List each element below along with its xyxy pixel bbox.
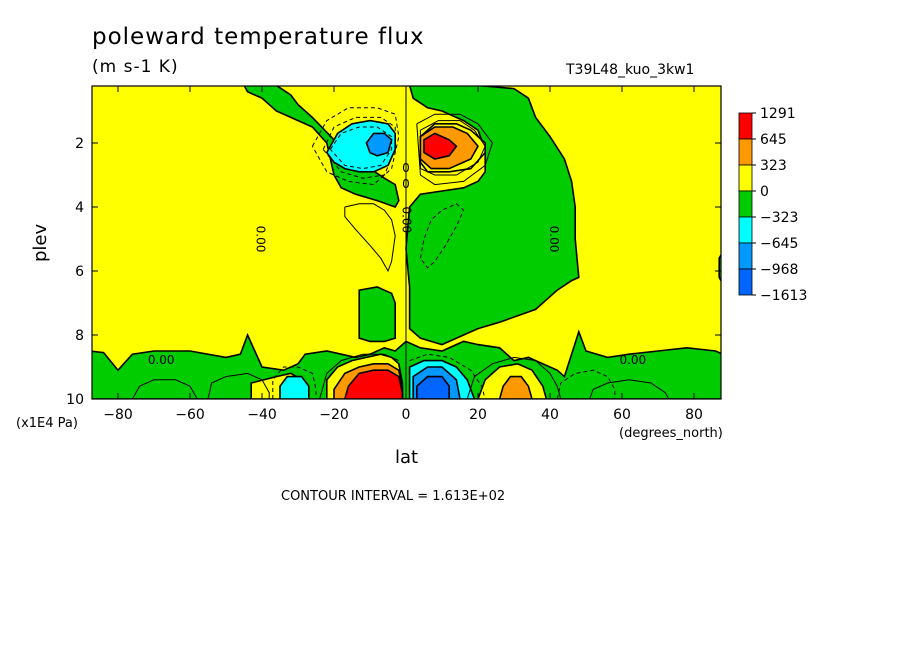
- y-axis-units: (x1E4 Pa): [16, 416, 78, 431]
- legend-label: 0: [760, 184, 769, 200]
- contour-label: 0.00: [148, 353, 175, 367]
- contour-line: [419, 120, 486, 176]
- legend-swatch: [738, 242, 753, 270]
- contour-region-green: [358, 286, 397, 343]
- contour-line: [466, 356, 562, 399]
- contour-label: 0.00: [254, 226, 268, 253]
- contour-line: [556, 369, 616, 399]
- contour-line: [322, 116, 396, 179]
- x-axis-units: (degrees_north): [619, 426, 723, 441]
- contour-line: [409, 353, 486, 399]
- contour-line: [272, 366, 317, 399]
- y-tick-label: 4: [75, 200, 84, 216]
- y-tick-label: 6: [75, 264, 84, 280]
- contour-label: 0.00: [619, 353, 646, 367]
- legend-label: 1291: [760, 106, 796, 122]
- contour-region-cyan: [279, 375, 310, 399]
- legend-label: −645: [760, 236, 798, 252]
- contour-region-red: [423, 132, 458, 160]
- contour-label: 0: [402, 177, 410, 191]
- x-tick-label: 60: [613, 407, 631, 423]
- contour-region-orange: [498, 375, 533, 399]
- chart-units: (m s-1 K): [92, 57, 179, 77]
- y-tick-label: 2: [75, 136, 84, 152]
- legend-swatch: [738, 138, 753, 166]
- run-id: T39L48_kuo_3kw1: [566, 62, 695, 78]
- legend-label: −1613: [760, 288, 807, 304]
- x-tick-label: −40: [247, 407, 277, 423]
- legend-swatch: [738, 164, 753, 192]
- contour-line: [207, 372, 270, 399]
- legend-swatch: [738, 112, 753, 140]
- contour-line: [416, 113, 493, 186]
- legend-label: 645: [760, 132, 787, 148]
- legend-swatch: [738, 268, 753, 296]
- x-tick-label: −60: [175, 407, 205, 423]
- legend-swatch: [738, 216, 753, 244]
- x-axis-label: lat: [395, 447, 419, 468]
- x-tick-label: 20: [469, 407, 487, 423]
- contour-region-blue: [415, 375, 451, 399]
- contour-label: 0: [402, 161, 410, 175]
- contour-region-mid_blue: [365, 132, 393, 157]
- x-tick-label: 80: [685, 407, 703, 423]
- contour-line: [589, 379, 670, 399]
- contour-region-red: [343, 369, 404, 399]
- legend-label: −968: [760, 262, 798, 278]
- legend-label: 323: [760, 158, 787, 174]
- x-tick-label: 0: [402, 407, 411, 423]
- contour-line: [319, 353, 400, 399]
- x-tick-label: 40: [541, 407, 559, 423]
- x-tick-label: −20: [319, 407, 349, 423]
- legend-swatch: [738, 190, 753, 218]
- contour-interval: CONTOUR INTERVAL = 1.613E+02: [281, 489, 506, 504]
- contour-region-green: [243, 86, 400, 208]
- chart-title: poleward temperature flux: [92, 24, 425, 50]
- contour-label: 0.00: [547, 226, 561, 253]
- contour-region-green: [75, 79, 89, 399]
- contour-line: [419, 203, 465, 269]
- y-tick-label: 8: [75, 328, 84, 344]
- contour-line: [344, 203, 396, 273]
- contour-line: [329, 126, 393, 170]
- contour-line: [131, 379, 198, 399]
- legend-label: −323: [760, 210, 798, 226]
- y-tick-label: 10: [66, 392, 84, 408]
- contour-fills: [75, 79, 721, 399]
- x-tick-label: −80: [103, 407, 133, 423]
- contour-label: 0.00: [400, 206, 414, 233]
